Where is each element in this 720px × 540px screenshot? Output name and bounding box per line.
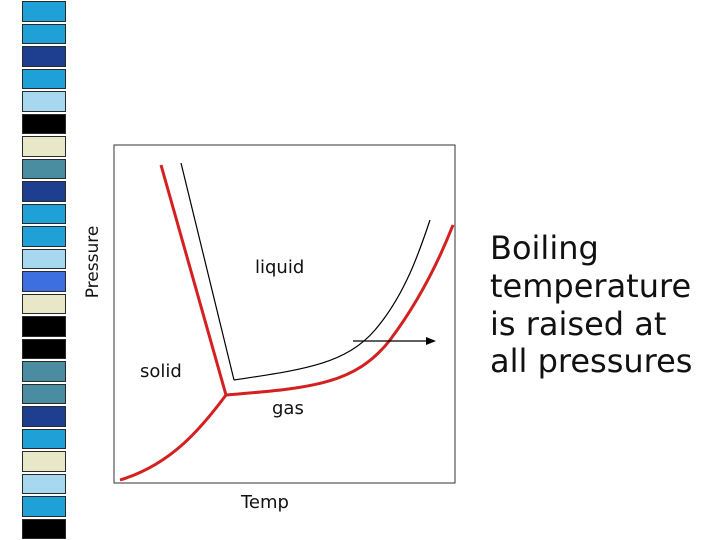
decorative-square bbox=[22, 203, 66, 224]
decorative-square bbox=[22, 46, 66, 67]
decorative-square bbox=[22, 271, 66, 292]
original-liquid-gas-curve bbox=[233, 219, 431, 381]
diagram-frame bbox=[113, 144, 456, 484]
liquid-label: liquid bbox=[255, 257, 305, 278]
decorative-square-strip bbox=[22, 0, 68, 540]
decorative-square bbox=[22, 113, 66, 134]
decorative-square bbox=[22, 518, 66, 539]
decorative-square bbox=[22, 338, 66, 359]
original-solid-liquid-line bbox=[180, 162, 235, 381]
caption-line: Boiling bbox=[490, 229, 599, 267]
shifted-solid-gas-curve bbox=[119, 394, 228, 482]
caption-line: all pressures bbox=[490, 342, 693, 381]
gas-label: gas bbox=[272, 398, 304, 419]
decorative-square bbox=[22, 23, 66, 44]
decorative-square bbox=[22, 451, 66, 472]
decorative-square bbox=[22, 316, 66, 337]
decorative-square bbox=[22, 496, 66, 517]
decorative-square bbox=[22, 428, 66, 449]
decorative-square bbox=[22, 361, 66, 382]
caption-line: is raised at bbox=[490, 304, 667, 343]
solid-label: solid bbox=[140, 361, 182, 382]
decorative-square bbox=[22, 1, 66, 22]
decorative-square bbox=[22, 68, 66, 89]
caption: Boiling temperature is raised at all pre… bbox=[490, 229, 705, 381]
decorative-square bbox=[22, 248, 66, 269]
shift-arrow-head bbox=[426, 337, 436, 345]
decorative-square bbox=[22, 473, 66, 494]
shifted-solid-liquid-line bbox=[159, 164, 228, 396]
decorative-square bbox=[22, 226, 66, 247]
caption-line: temperature bbox=[490, 266, 692, 305]
shifted-liquid-gas-curve bbox=[225, 224, 455, 397]
decorative-square bbox=[22, 181, 66, 202]
decorative-square bbox=[22, 136, 66, 157]
decorative-square bbox=[22, 406, 66, 427]
y-axis-label: Pressure bbox=[83, 225, 103, 299]
decorative-square bbox=[22, 158, 66, 179]
decorative-square bbox=[22, 91, 66, 112]
x-axis-label: Temp bbox=[241, 492, 289, 513]
decorative-square bbox=[22, 383, 66, 404]
decorative-square bbox=[22, 293, 66, 314]
